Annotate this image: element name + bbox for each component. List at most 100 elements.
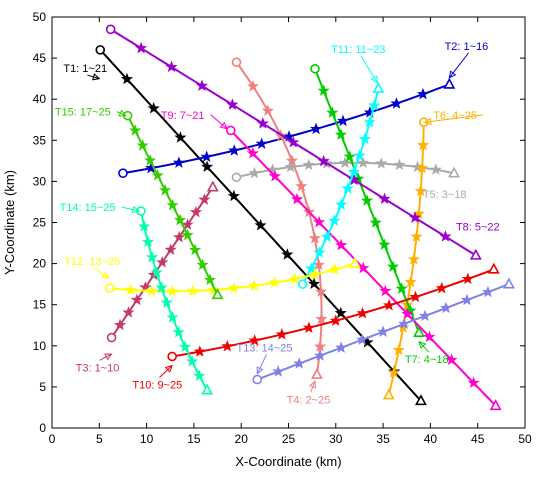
annotation-layer: T1: 1~21 T2: 1~16 T3: 1~10 T4: 2~25 T5: 3~18… — [55, 41, 500, 406]
start-marker — [105, 24, 116, 35]
series-point-marker — [285, 154, 299, 166]
series-point-marker — [179, 340, 192, 353]
series-point-marker — [159, 183, 172, 196]
series-point-marker — [360, 194, 374, 206]
series-point-marker — [166, 284, 179, 297]
series-point-marker — [172, 156, 185, 168]
series-point-marker — [189, 243, 202, 256]
end-marker — [443, 77, 456, 89]
series-point-marker — [302, 321, 315, 333]
series-point-marker — [334, 128, 348, 140]
annotation-3: T3: 1~10 — [76, 353, 119, 374]
series-point-marker — [164, 243, 177, 255]
series-point-marker — [329, 314, 342, 326]
annotation-8: T8: 5~22 — [456, 222, 500, 234]
start-marker — [106, 332, 117, 343]
series-point-marker — [155, 281, 168, 293]
series-point-marker — [320, 230, 334, 242]
annotation-label: T6: 4~25 — [433, 110, 477, 122]
y-tick-label: 5 — [39, 380, 46, 394]
series-point-marker — [226, 98, 239, 110]
series-point-marker — [343, 150, 356, 162]
series-point-marker — [248, 334, 261, 346]
x-tick-label: 50 — [518, 432, 532, 446]
series-point-marker — [124, 283, 137, 296]
series-point-marker — [307, 277, 321, 290]
series-point-marker — [130, 293, 143, 306]
y-tick-label: 20 — [33, 257, 47, 271]
series-point-marker — [136, 139, 149, 151]
series-15 — [122, 110, 224, 300]
series-point-marker — [228, 144, 241, 156]
series-point-marker — [254, 219, 267, 231]
end-marker — [211, 288, 224, 300]
start-marker — [297, 279, 308, 289]
end-marker — [206, 180, 219, 192]
y-tick-label: 40 — [33, 92, 47, 106]
series-point-marker — [467, 376, 480, 389]
series-point-marker — [129, 124, 142, 136]
series-point-marker — [207, 283, 220, 296]
series-point-marker — [186, 355, 199, 367]
series-point-marker — [334, 306, 347, 319]
annotation-arrowhead — [418, 340, 427, 350]
annotation-arrow — [99, 353, 112, 361]
series-point-marker — [174, 131, 187, 143]
start-marker — [95, 45, 106, 55]
series-point-marker — [439, 230, 452, 242]
series-point-marker — [363, 115, 376, 128]
series-point-marker — [368, 99, 381, 111]
series-point-marker — [313, 246, 326, 258]
series-point-marker — [281, 248, 294, 260]
series-8 — [105, 24, 482, 260]
series-point-marker — [461, 272, 474, 285]
y-tick-label: 0 — [39, 421, 46, 435]
series-point-marker — [290, 192, 304, 205]
annotation-label: T7: 4~18 — [405, 354, 449, 366]
end-marker — [414, 394, 427, 406]
start-marker — [231, 172, 242, 183]
series-point-marker — [165, 60, 178, 73]
series-point-marker — [407, 253, 420, 265]
annotation-arrow — [210, 114, 228, 130]
series-point-marker — [156, 256, 169, 268]
annotation-label: T9: 7~21 — [161, 110, 205, 122]
annotation-arrowhead — [309, 380, 317, 389]
annotation-6: T6: 4~25 — [423, 110, 484, 126]
series-point-marker — [460, 293, 474, 306]
series-point-marker — [423, 330, 436, 343]
annotation-arrow — [256, 354, 267, 374]
series-point-marker — [383, 299, 396, 311]
annotation-arrowhead — [370, 75, 379, 84]
series-point-marker — [392, 343, 405, 356]
annotation-2: T2: 1~16 — [445, 41, 488, 79]
axes-layer: 0 5 10 15 20 25 30 35 40 45 50 0 5 10 15 20 25 30 35 40 45 50 — [33, 10, 532, 446]
series-point-marker — [160, 296, 173, 308]
series-point-marker — [248, 279, 261, 291]
series-point-marker — [268, 169, 281, 182]
series-10 — [167, 262, 500, 362]
series-point-marker — [409, 290, 422, 303]
series-point-marker — [287, 135, 300, 148]
series-point-marker — [198, 193, 211, 205]
annotation-arrow — [448, 52, 469, 79]
series-14 — [136, 206, 214, 395]
x-tick-label: 40 — [424, 432, 438, 446]
annotation-arrowhead — [423, 117, 432, 126]
annotation-arrow — [159, 365, 173, 378]
annotation-label: T11: 11~23 — [331, 44, 385, 56]
start-marker — [231, 57, 242, 68]
series-point-marker — [295, 179, 308, 192]
series-point-marker — [150, 266, 163, 278]
series-point-marker — [326, 106, 339, 118]
series-point-marker — [146, 250, 159, 263]
series-point-marker — [196, 258, 209, 271]
annotation-10: T10: 9~25 — [132, 364, 182, 392]
annotation-arrow — [116, 111, 126, 117]
series-point-marker — [186, 284, 199, 297]
series-point-marker — [393, 158, 406, 171]
y-tick-label: 10 — [33, 339, 47, 353]
series-point-marker — [173, 230, 186, 243]
x-tick-label: 45 — [471, 432, 485, 446]
series-point-marker — [379, 284, 392, 297]
